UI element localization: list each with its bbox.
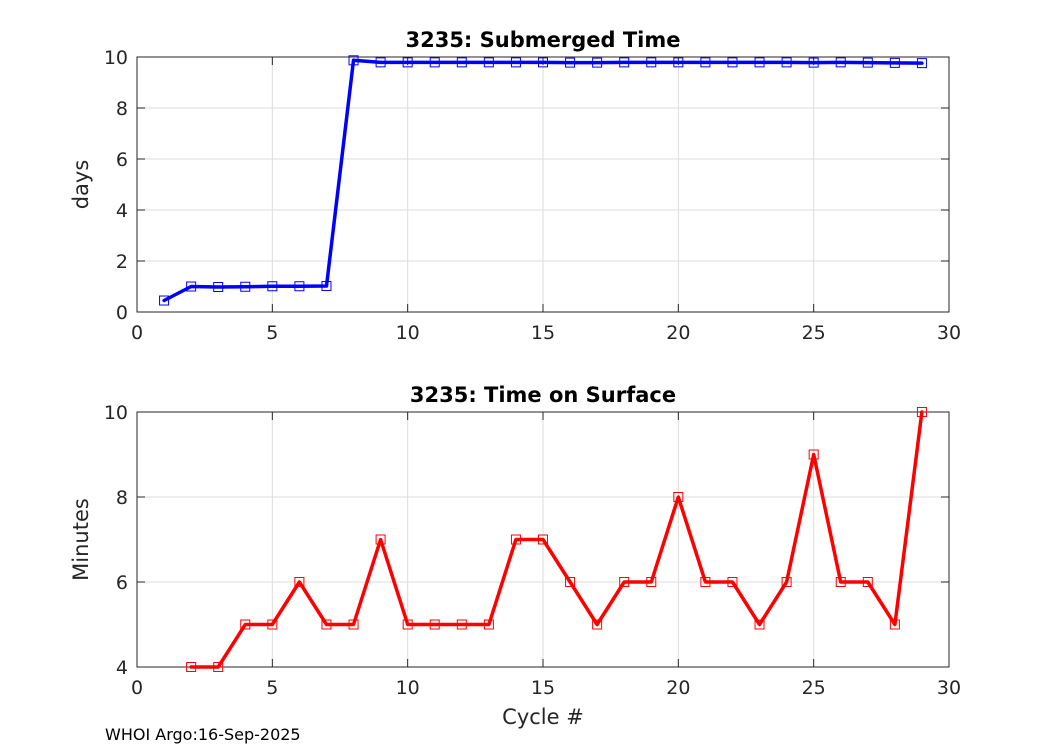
x-tick-label: 30 [937, 322, 961, 344]
surface-time-plot: 0 5 10 15 20 25 30 4 6 8 10 3235: Time on Surface Mi… [69, 383, 961, 729]
data-point [862, 577, 873, 587]
chart-title: 3235: Submerged Time [405, 28, 680, 52]
data-point [375, 534, 386, 545]
data-point [673, 57, 684, 68]
x-tick-label: 25 [802, 322, 826, 344]
data-point [321, 619, 332, 630]
data-point [916, 407, 927, 417]
x-tick-label: 10 [396, 677, 420, 699]
data-point [429, 57, 440, 68]
series-line [162, 58, 924, 303]
series-line [189, 410, 924, 669]
data-point [483, 57, 494, 68]
x-tick-label: 15 [531, 322, 555, 344]
data-point [754, 619, 765, 630]
data-point [916, 58, 927, 69]
data-point [673, 492, 684, 502]
x-tick-label: 20 [666, 322, 690, 344]
data-point [646, 57, 657, 68]
y-tick-label: 4 [116, 657, 128, 679]
data-point [646, 577, 657, 587]
data-point [321, 280, 332, 291]
y-tick-label: 8 [116, 98, 128, 120]
data-point [402, 57, 413, 68]
data-point [267, 619, 278, 630]
y-tick-label: 6 [116, 149, 128, 171]
data-point [592, 619, 603, 630]
data-point [402, 619, 413, 630]
x-tick-label: 5 [266, 677, 278, 699]
data-point [240, 281, 251, 292]
data-point [483, 619, 494, 630]
data-point [213, 282, 224, 293]
y-axis-label: days [69, 160, 93, 210]
data-point [186, 281, 197, 292]
y-tick-label: 10 [104, 402, 128, 424]
data-point [808, 57, 819, 68]
x-tick-label: 5 [266, 322, 278, 344]
data-point [348, 619, 359, 630]
data-point [565, 57, 576, 68]
y-tick-label: 6 [116, 572, 128, 594]
data-point [213, 662, 224, 672]
data-point [835, 57, 846, 68]
data-point [727, 577, 738, 587]
data-point [510, 57, 521, 68]
submerged-time-plot: 0 5 10 15 20 25 30 0 2 4 6 8 10 3235: Submerged Time d… [69, 28, 961, 344]
data-point [700, 577, 711, 587]
y-tick-label: 0 [116, 302, 128, 324]
y-tick-label: 4 [116, 200, 128, 222]
y-tick-label: 2 [116, 251, 128, 273]
x-tick-label: 30 [937, 677, 961, 699]
data-point [294, 281, 305, 292]
data-point [294, 577, 305, 587]
data-point [592, 57, 603, 68]
data-point [375, 57, 386, 68]
footer-credit: WHOI Argo:16-Sep-2025 [105, 725, 301, 744]
data-point [835, 577, 846, 587]
data-point [429, 619, 440, 630]
data-point [159, 295, 170, 306]
data-point [754, 57, 765, 68]
data-point [510, 534, 521, 545]
x-tick-label: 15 [531, 677, 555, 699]
data-point [456, 619, 467, 630]
data-point [808, 449, 819, 460]
x-tick-label: 0 [131, 322, 143, 344]
data-point [456, 57, 467, 68]
data-point [781, 577, 792, 587]
data-point [186, 662, 197, 672]
x-axis-label: Cycle # [502, 705, 584, 729]
data-point [538, 534, 548, 545]
y-tick-label: 8 [116, 487, 128, 509]
data-point [538, 57, 548, 68]
x-tick-label: 20 [666, 677, 690, 699]
data-point [619, 57, 630, 68]
chart-title: 3235: Time on Surface [410, 383, 676, 407]
y-axis-label: Minutes [69, 498, 93, 581]
data-point [240, 619, 251, 630]
data-point [889, 57, 900, 68]
data-point [700, 57, 711, 68]
x-tick-label: 10 [396, 322, 420, 344]
data-point [889, 619, 900, 630]
data-point [619, 577, 630, 587]
data-point [781, 57, 792, 68]
data-point [727, 57, 738, 68]
x-tick-label: 0 [131, 677, 143, 699]
x-tick-label: 25 [802, 677, 826, 699]
data-point [565, 577, 576, 587]
y-tick-label: 10 [104, 47, 128, 69]
data-point [862, 57, 873, 68]
data-point [267, 281, 278, 292]
data-point [348, 55, 359, 66]
